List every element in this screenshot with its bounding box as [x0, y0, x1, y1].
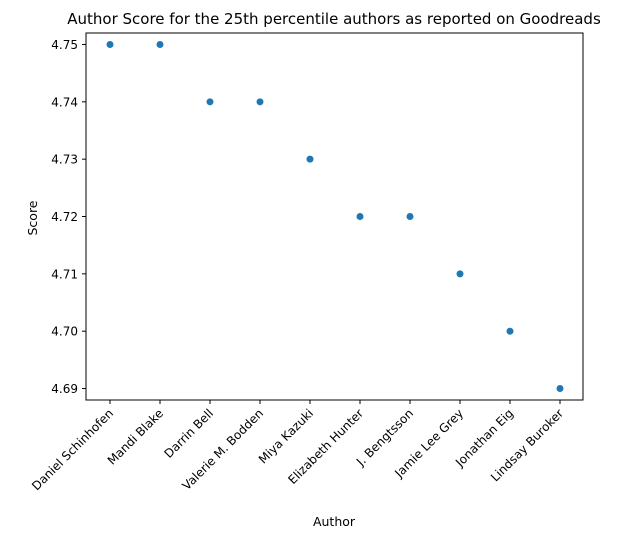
plot-area — [85, 32, 584, 401]
x-tick-label: Daniel Schinhofen — [29, 406, 116, 493]
y-axis-label: Score — [25, 200, 40, 235]
data-points — [106, 40, 564, 393]
y-axis: 4.69 4.70 4.71 4.72 4.73 4.74 4.75 — [51, 38, 86, 396]
y-tick-label: 4.70 — [51, 325, 78, 339]
data-point — [456, 270, 464, 278]
y-tick-label: 4.71 — [51, 267, 78, 281]
data-point — [356, 213, 364, 220]
data-point — [406, 213, 414, 220]
y-tick-label: 4.69 — [51, 382, 78, 396]
y-tick-label: 4.72 — [51, 210, 78, 224]
y-tick-label: 4.74 — [51, 95, 78, 109]
y-tick-label: 4.73 — [51, 153, 78, 167]
data-point — [506, 327, 514, 335]
data-point — [156, 40, 164, 48]
data-point — [256, 98, 264, 106]
data-point — [206, 98, 214, 106]
chart-title: Author Score for the 25th percentile aut… — [67, 10, 601, 28]
data-point — [556, 385, 564, 393]
data-point — [306, 155, 314, 163]
data-point — [106, 40, 114, 48]
y-tick-label: 4.75 — [51, 38, 78, 52]
x-tick-label: Darrin Bell — [161, 406, 216, 461]
x-axis-label: Author — [313, 514, 356, 529]
